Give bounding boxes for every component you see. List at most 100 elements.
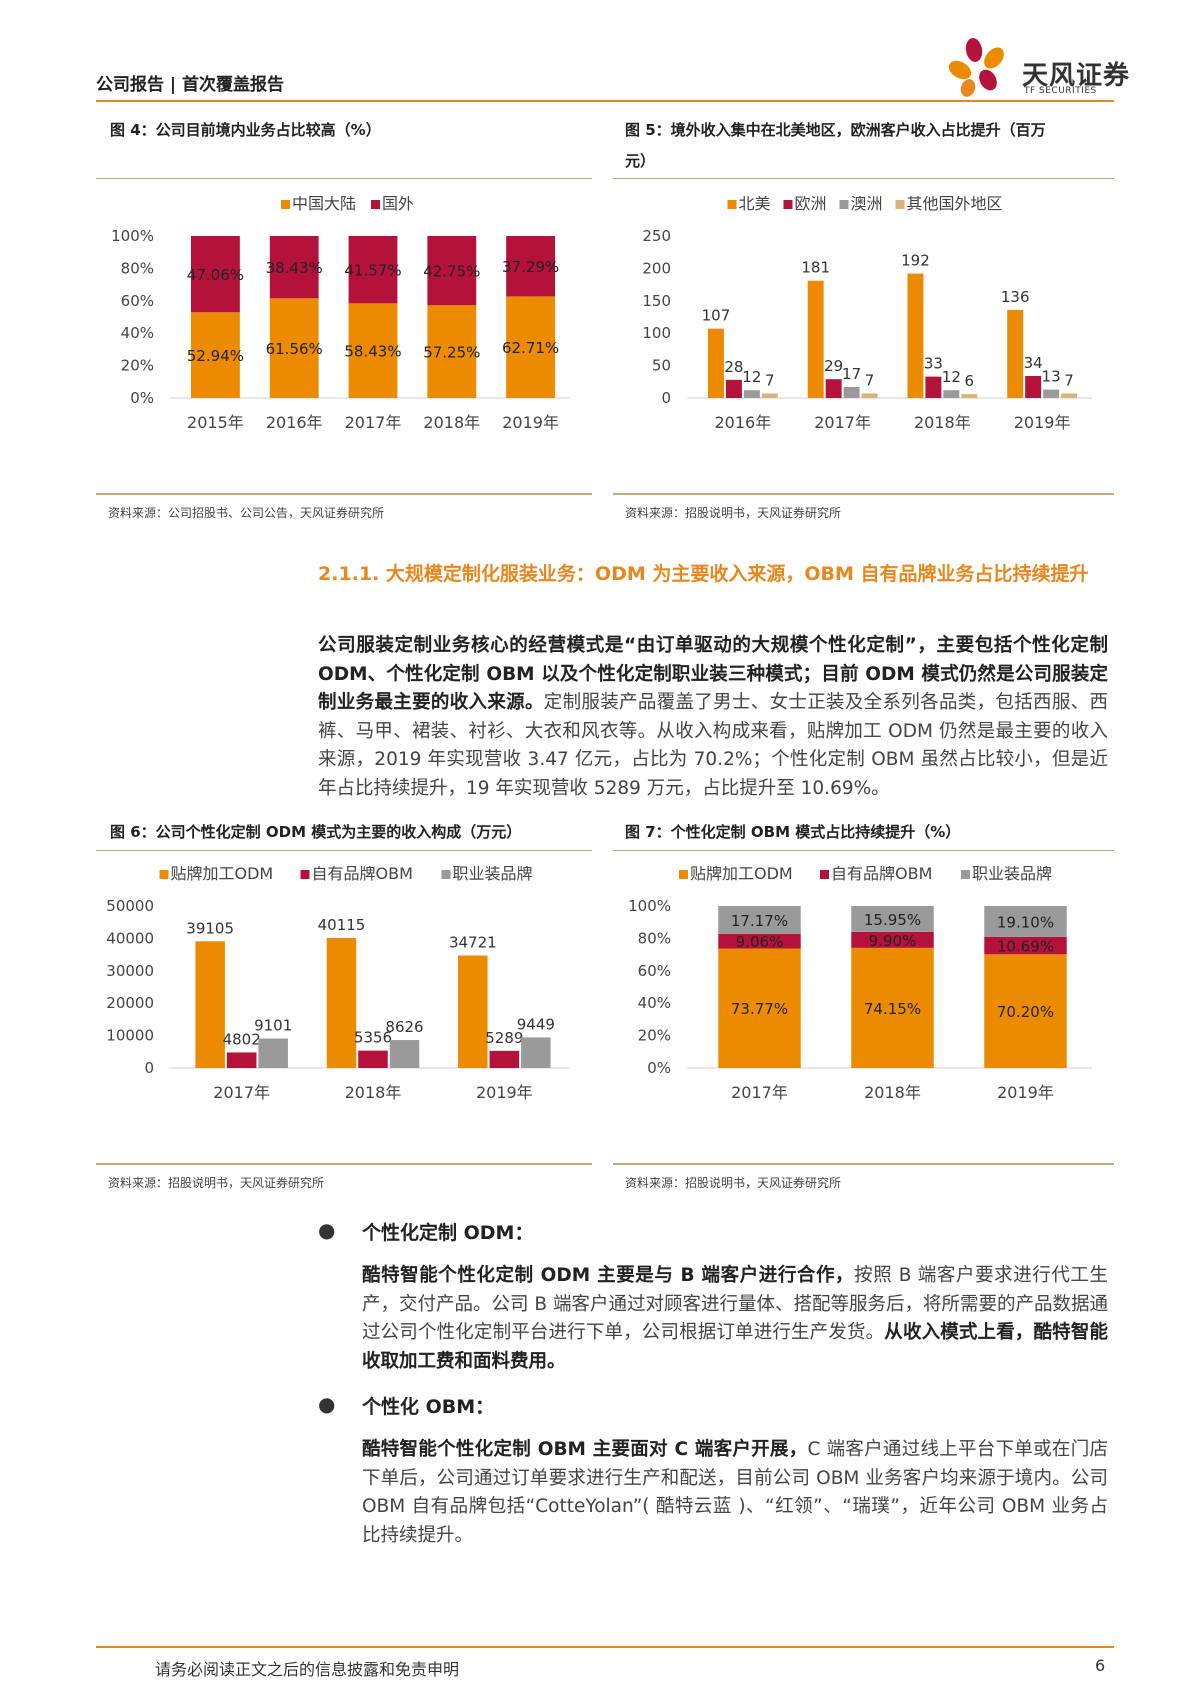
bar — [718, 948, 801, 1068]
bar — [851, 947, 934, 1068]
y-tick-label: 250 — [642, 227, 671, 245]
data-label: 73.77% — [731, 1000, 788, 1018]
bar — [326, 938, 357, 1068]
bullet2-paragraph: 酷特智能个性化定制 OBM 主要面对 C 端客户开展，C 端客户通过线上平台下单… — [362, 1436, 1108, 1550]
legend-label: 澳洲 — [851, 196, 883, 213]
data-label: 8626 — [385, 1018, 423, 1036]
data-label: 37.29% — [502, 258, 559, 276]
data-label: 62.71% — [502, 339, 559, 357]
data-label: 6 — [965, 372, 975, 390]
bar — [1061, 393, 1078, 398]
bar — [489, 1050, 520, 1068]
bar — [458, 955, 488, 1068]
data-label: 74.15% — [864, 1000, 921, 1018]
fig5-title-line1: 图 5：境外收入集中在北美地区，欧洲客户收入占比提升（百万 — [625, 121, 1046, 139]
section-paragraph-text: 定制服装产品覆盖了男士、女士正装及全系列各品类，包括西服、西裤、马甲、裙装、衬衫… — [318, 692, 1108, 799]
data-label: 38.43% — [266, 259, 323, 277]
legend-swatch — [441, 870, 451, 879]
bar — [1043, 389, 1060, 398]
section-heading: 2.1.1. 大规模定制化服装业务：ODM 为主要收入来源，OBM 自有品牌业务… — [318, 563, 1089, 585]
data-label: 7 — [1064, 371, 1074, 389]
y-tick-label: 100% — [628, 897, 671, 915]
fig7-chart: 贴牌加工ODM 自有品牌OBM 职业装品牌 0% 20% 40% 60% 80% 100% 201… — [628, 866, 1092, 1102]
data-label: 5289 — [485, 1029, 523, 1047]
x-tick-label: 2017年 — [345, 413, 402, 432]
legend-label: 职业装品牌 — [972, 866, 1052, 883]
bar — [190, 236, 240, 313]
bullet1-bold-tail: 从收入模式上看，酷特智能收取加工费和面料费用。 — [362, 1322, 1108, 1372]
data-label: 12 — [742, 368, 761, 386]
x-tick-label: 2019年 — [502, 413, 559, 432]
legend-label: 北美 — [739, 196, 771, 213]
bullet1-paragraph: 酷特智能个性化定制 ODM 主要是与 B 端客户进行合作，按照 B 端客户要求进… — [362, 1262, 1108, 1376]
bar — [427, 305, 477, 398]
y-tick-label: 0% — [647, 1059, 671, 1077]
data-label: 192 — [901, 252, 930, 270]
legend-swatch — [159, 870, 169, 879]
bar — [348, 236, 398, 304]
data-label: 9.06% — [736, 933, 784, 951]
fig5-source-rule — [613, 493, 1114, 495]
x-tick-label: 2018年 — [423, 413, 480, 432]
bar — [718, 933, 801, 949]
data-label: 181 — [801, 259, 830, 277]
fig6-chart: 贴牌加工ODM 自有品牌OBM 职业装品牌 0 10000 20000 30000 40000… — [106, 866, 570, 1102]
bar — [851, 906, 934, 932]
bar — [825, 379, 842, 398]
section-paragraph: 公司服装定制业务核心的经营模式是“由订单驱动的大规模个性化定制”，主要包括个性化… — [318, 632, 1108, 803]
y-tick-label: 60% — [638, 962, 671, 980]
data-label: 57.25% — [423, 344, 480, 362]
legend-swatch — [820, 870, 829, 879]
bar — [725, 379, 742, 398]
data-label: 17 — [842, 365, 861, 383]
fig7-source: 资料来源：招股说明书，天风证券研究所 — [625, 1176, 842, 1190]
logo-mark-icon — [948, 38, 1012, 98]
page-number: 6 — [1095, 1656, 1106, 1675]
bar — [943, 390, 960, 398]
y-tick-label: 40% — [638, 994, 671, 1012]
bar — [761, 393, 778, 398]
bar — [269, 236, 319, 299]
fig4-title-rule — [96, 178, 592, 179]
bar — [1025, 375, 1042, 398]
data-label: 13 — [1042, 368, 1061, 386]
footer-disclaimer: 请务必阅读正文之后的信息披露和免责申明 — [155, 1660, 460, 1679]
data-label: 52.94% — [187, 347, 244, 365]
y-tick-label: 100 — [642, 324, 671, 342]
y-tick-label: 30000 — [106, 962, 154, 980]
fig7-title-rule — [613, 850, 1114, 851]
fig4-chart: 中国大陆 国外 0% 20% 40% 60% 80% 100% 2015年 52.94% 47.06… — [111, 196, 570, 432]
data-label: 39105 — [186, 919, 234, 937]
bar — [521, 1037, 551, 1068]
fig6-title: 图 6：公司个性化定制 ODM 模式为主要的收入构成（万元） — [110, 823, 522, 841]
data-label: 9449 — [517, 1015, 555, 1033]
data-label: 107 — [702, 307, 731, 325]
header-divider — [96, 100, 1114, 102]
bar — [984, 936, 1067, 955]
bar — [506, 296, 556, 398]
report-type: 公司报告 | 首次覆盖报告 — [96, 75, 285, 95]
legend-swatch — [371, 200, 380, 209]
legend-swatch — [961, 870, 970, 879]
legend-label: 中国大陆 — [292, 196, 356, 213]
bar — [984, 954, 1067, 1068]
data-label: 34 — [1024, 354, 1043, 372]
bar — [258, 1038, 288, 1068]
data-label: 34721 — [449, 934, 497, 952]
legend-swatch — [727, 200, 737, 209]
bullet2-title: 个性化 OBM： — [362, 1396, 495, 1418]
x-tick-label: 2017年 — [731, 1083, 788, 1102]
legend-swatch — [300, 870, 310, 879]
data-label: 15.95% — [864, 911, 921, 929]
data-label: 33 — [924, 355, 943, 373]
bullet1-text: 按照 B 端客户要求进行代工生产，交付产品。公司 B 端客户通过对顾客进行量体、… — [362, 1265, 1108, 1343]
data-label: 47.06% — [187, 266, 244, 284]
data-label: 12 — [942, 368, 961, 386]
y-tick-label: 80% — [121, 259, 154, 277]
bar — [1007, 309, 1024, 398]
data-label: 28 — [724, 358, 743, 376]
legend-swatch — [281, 200, 290, 209]
fig6-source: 资料来源：招股说明书，天风证券研究所 — [108, 1176, 325, 1190]
fig7-source-rule — [613, 1163, 1114, 1165]
